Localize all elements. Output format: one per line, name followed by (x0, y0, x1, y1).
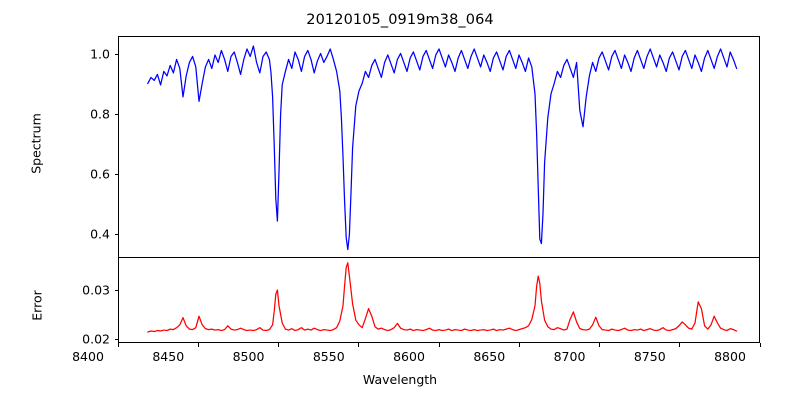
y-ticklabel-spectrum: 1.0 (90, 46, 110, 62)
y-ticklabel-error: 0.02 (82, 331, 110, 347)
y-tick-error (114, 289, 118, 291)
x-ticklabel: 8450 (152, 349, 185, 364)
x-tick (117, 343, 119, 347)
x-tick (518, 343, 520, 347)
y-axis-label-spectrum: Spectrum (28, 113, 44, 174)
x-axis-label: Wavelength (362, 372, 438, 387)
x-ticklabel: 8800 (714, 349, 746, 364)
spectrum-panel (118, 36, 760, 257)
y-ticklabel-spectrum: 0.6 (90, 166, 110, 182)
x-ticklabel: 8750 (633, 349, 666, 364)
x-ticklabel: 8700 (553, 349, 586, 364)
x-tick (599, 343, 601, 347)
x-ticklabel: 8550 (312, 349, 345, 364)
x-ticklabel: 8500 (232, 349, 265, 364)
x-tick (679, 343, 681, 347)
spectrum-trace-svg (119, 37, 759, 257)
y-ticklabel-error: 0.03 (82, 282, 110, 298)
y-axis-label-error: Error (29, 290, 45, 321)
x-ticklabel: 8600 (393, 349, 425, 364)
y-tick-spectrum (114, 173, 118, 175)
x-ticklabel: 8400 (72, 349, 104, 364)
error-trace-svg (119, 258, 759, 342)
y-ticklabel-spectrum: 0.8 (90, 106, 110, 122)
x-tick (759, 343, 761, 347)
chart-title: 20120105_0919m38_064 (306, 12, 494, 28)
y-tick-spectrum (114, 113, 118, 115)
y-ticklabel-spectrum: 0.4 (90, 226, 110, 242)
x-ticklabel: 8650 (473, 349, 506, 364)
y-tick-spectrum (114, 53, 118, 55)
y-tick-spectrum (114, 233, 118, 236)
x-tick (358, 343, 360, 347)
spectrum-line (148, 46, 737, 250)
error-panel (118, 257, 760, 343)
x-tick (278, 343, 280, 347)
y-tick-error (114, 338, 118, 340)
x-tick (438, 343, 440, 347)
x-tick (197, 343, 199, 347)
error-line (148, 263, 737, 332)
